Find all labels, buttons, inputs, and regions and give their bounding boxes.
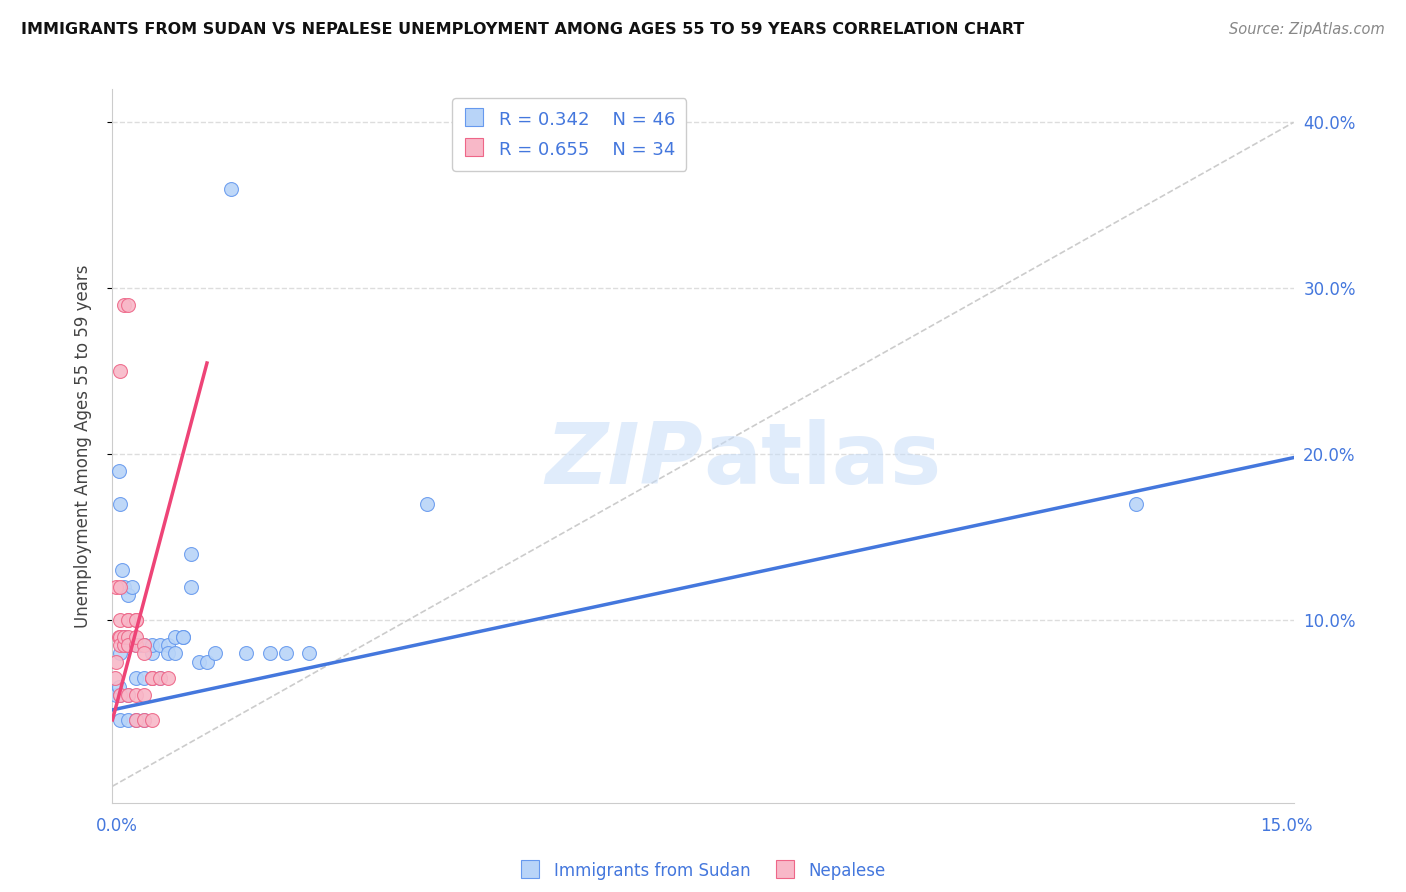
Point: [110, 580, 132, 594]
Point: [110, 364, 132, 378]
Point: [132, 671, 155, 685]
Point: [117, 588, 139, 602]
Point: [1125, 497, 1147, 511]
Point: [125, 713, 148, 727]
Point: [117, 613, 139, 627]
Point: [107, 680, 129, 694]
Point: [125, 671, 148, 685]
Point: [149, 671, 172, 685]
Point: [141, 647, 163, 661]
Point: [121, 580, 143, 594]
Point: [105, 655, 128, 669]
Point: [298, 647, 321, 661]
Point: [141, 671, 163, 685]
Point: [156, 671, 179, 685]
Point: [180, 580, 202, 594]
Point: [132, 638, 155, 652]
Point: [125, 630, 148, 644]
Point: [107, 630, 129, 644]
Point: [125, 713, 148, 727]
Point: [132, 688, 155, 702]
Point: [125, 638, 148, 652]
Text: Source: ZipAtlas.com: Source: ZipAtlas.com: [1229, 22, 1385, 37]
Point: [156, 647, 179, 661]
Point: [112, 638, 135, 652]
Point: [117, 630, 139, 644]
Point: [125, 613, 148, 627]
Point: [172, 630, 194, 644]
Point: [110, 688, 132, 702]
Point: [110, 647, 132, 661]
Point: [110, 497, 132, 511]
Point: [129, 638, 152, 652]
Point: [104, 671, 127, 685]
Point: [416, 497, 439, 511]
Text: atlas: atlas: [703, 418, 941, 502]
Point: [141, 638, 163, 652]
Point: [125, 638, 148, 652]
Point: [188, 655, 211, 669]
Point: [117, 298, 139, 312]
Point: [117, 613, 139, 627]
Point: [149, 671, 172, 685]
Point: [141, 713, 163, 727]
Y-axis label: Unemployment Among Ages 55 to 59 years: Unemployment Among Ages 55 to 59 years: [73, 264, 91, 628]
Point: [105, 580, 128, 594]
Point: [141, 671, 163, 685]
Point: [132, 713, 155, 727]
Text: IMMIGRANTS FROM SUDAN VS NEPALESE UNEMPLOYMENT AMONG AGES 55 TO 59 YEARS CORRELA: IMMIGRANTS FROM SUDAN VS NEPALESE UNEMPL…: [21, 22, 1025, 37]
Point: [132, 647, 155, 661]
Point: [117, 688, 139, 702]
Point: [141, 671, 163, 685]
Point: [110, 638, 132, 652]
Point: [219, 182, 242, 196]
Point: [204, 647, 226, 661]
Point: [110, 688, 132, 702]
Point: [259, 647, 281, 661]
Point: [117, 713, 139, 727]
Point: [132, 638, 155, 652]
Point: [125, 688, 148, 702]
Point: [117, 638, 139, 652]
Point: [110, 613, 132, 627]
Legend: Immigrants from Sudan, Nepalese: Immigrants from Sudan, Nepalese: [513, 855, 893, 888]
Point: [110, 630, 132, 644]
Point: [112, 580, 135, 594]
Point: [110, 713, 132, 727]
Point: [274, 647, 297, 661]
Point: [156, 638, 179, 652]
Point: [111, 564, 134, 578]
Point: [180, 547, 202, 561]
Point: [132, 713, 155, 727]
Point: [112, 298, 135, 312]
Point: [195, 655, 218, 669]
Point: [112, 630, 135, 644]
Point: [165, 630, 187, 644]
Point: [132, 638, 155, 652]
Point: [172, 630, 194, 644]
Text: 0.0%: 0.0%: [96, 817, 138, 835]
Point: [165, 647, 187, 661]
Text: 15.0%: 15.0%: [1260, 817, 1313, 835]
Point: [107, 464, 129, 478]
Point: [117, 688, 139, 702]
Text: ZIP: ZIP: [546, 418, 703, 502]
Point: [112, 630, 135, 644]
Point: [117, 638, 139, 652]
Point: [149, 638, 172, 652]
Point: [105, 688, 128, 702]
Point: [235, 647, 257, 661]
Point: [125, 613, 148, 627]
